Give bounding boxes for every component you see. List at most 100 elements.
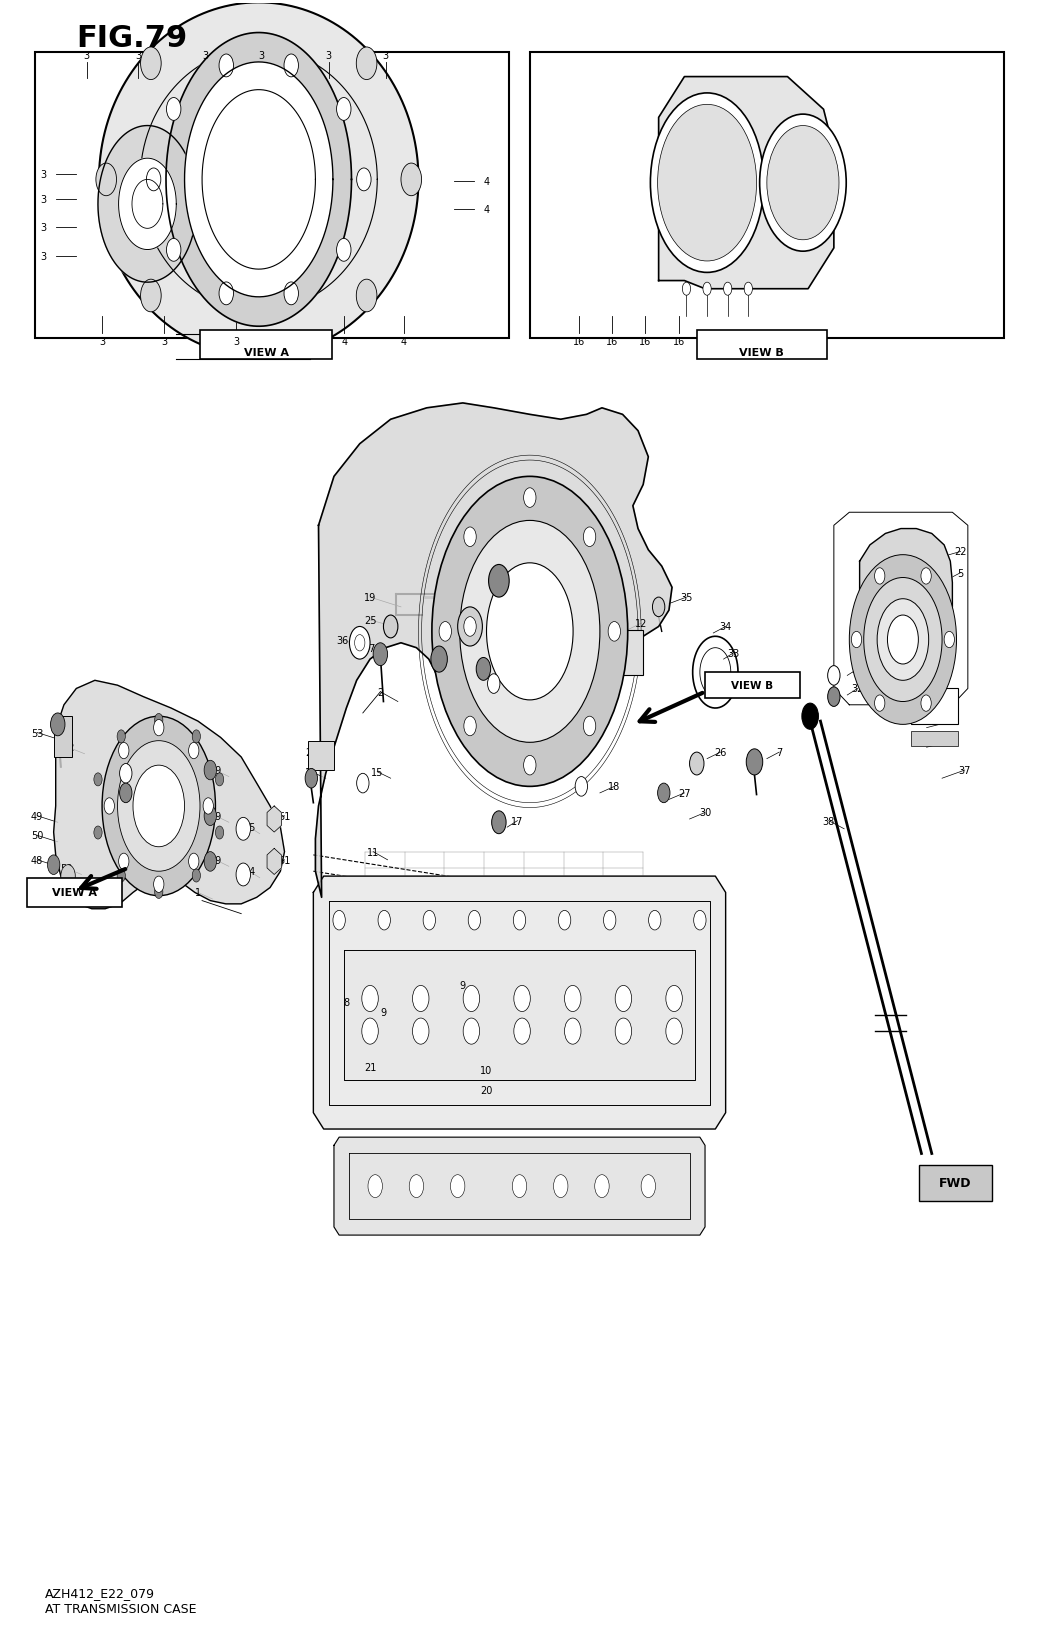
Circle shape: [463, 528, 476, 547]
Text: 55: 55: [518, 661, 531, 672]
Polygon shape: [166, 33, 351, 328]
Text: 50: 50: [60, 864, 72, 874]
Circle shape: [921, 569, 931, 585]
Circle shape: [354, 636, 365, 652]
Text: 12: 12: [635, 620, 647, 629]
Circle shape: [463, 618, 476, 638]
Circle shape: [362, 1018, 378, 1044]
Circle shape: [513, 911, 526, 931]
Circle shape: [744, 284, 752, 297]
Bar: [309, 741, 334, 770]
Circle shape: [576, 777, 587, 797]
Circle shape: [514, 985, 530, 1011]
Bar: [54, 716, 72, 757]
Circle shape: [166, 239, 181, 262]
Circle shape: [658, 783, 670, 803]
Circle shape: [356, 774, 369, 793]
Circle shape: [488, 565, 509, 598]
Text: 54: 54: [439, 651, 452, 662]
Circle shape: [373, 644, 388, 665]
Text: 7: 7: [776, 747, 782, 757]
Circle shape: [332, 911, 345, 931]
Polygon shape: [334, 1137, 705, 1236]
Text: 28: 28: [127, 785, 139, 795]
Text: 46: 46: [947, 736, 959, 746]
Circle shape: [558, 911, 570, 931]
Text: 33: 33: [727, 647, 740, 659]
Circle shape: [476, 659, 490, 680]
Text: 24: 24: [305, 747, 318, 757]
Circle shape: [118, 742, 129, 759]
Circle shape: [457, 608, 482, 647]
Circle shape: [767, 126, 840, 241]
Circle shape: [487, 674, 500, 693]
Text: 3: 3: [99, 336, 105, 347]
Text: VIEW A: VIEW A: [52, 888, 97, 898]
Circle shape: [349, 628, 370, 659]
Circle shape: [117, 741, 199, 872]
Circle shape: [204, 760, 216, 780]
Text: 9: 9: [459, 980, 465, 992]
Polygon shape: [54, 680, 285, 910]
Circle shape: [594, 1175, 609, 1198]
Bar: [911, 731, 958, 746]
Text: 48: 48: [31, 856, 44, 865]
Circle shape: [451, 1175, 464, 1198]
Circle shape: [236, 864, 250, 887]
Bar: [27, 879, 122, 908]
Text: 45: 45: [243, 823, 256, 833]
Text: 3: 3: [233, 336, 239, 347]
Circle shape: [409, 1175, 424, 1198]
Text: 3: 3: [161, 336, 167, 347]
Circle shape: [459, 521, 600, 742]
Circle shape: [356, 48, 377, 80]
Polygon shape: [99, 3, 419, 357]
Circle shape: [94, 774, 102, 787]
Text: 42: 42: [532, 579, 544, 588]
Text: 51: 51: [278, 811, 291, 821]
Bar: [697, 331, 827, 359]
Text: 30: 30: [699, 808, 711, 818]
Circle shape: [51, 713, 65, 736]
Text: 43: 43: [518, 611, 531, 621]
Text: 6: 6: [885, 639, 891, 649]
Text: 3: 3: [382, 51, 389, 61]
Text: VIEW B: VIEW B: [740, 347, 784, 359]
Circle shape: [875, 569, 885, 585]
Text: 3: 3: [326, 51, 331, 61]
Circle shape: [491, 811, 506, 834]
Circle shape: [337, 239, 351, 262]
Circle shape: [61, 865, 75, 888]
Circle shape: [431, 647, 448, 672]
Text: 34: 34: [720, 623, 731, 633]
Bar: [530, 52, 1004, 338]
Polygon shape: [132, 180, 163, 229]
Text: 4: 4: [341, 336, 347, 347]
Circle shape: [690, 752, 704, 775]
Polygon shape: [202, 90, 316, 270]
Text: FIG.79: FIG.79: [76, 25, 188, 52]
Polygon shape: [185, 62, 332, 298]
Text: 14: 14: [305, 767, 318, 777]
Text: 18: 18: [608, 782, 620, 792]
Circle shape: [463, 985, 480, 1011]
Circle shape: [641, 1175, 656, 1198]
Text: 15: 15: [371, 767, 383, 777]
Circle shape: [215, 826, 223, 839]
Circle shape: [583, 528, 595, 547]
Bar: [35, 52, 509, 338]
Circle shape: [514, 1018, 530, 1044]
Text: 3: 3: [41, 170, 47, 180]
Circle shape: [119, 783, 132, 803]
Bar: [596, 631, 643, 675]
Circle shape: [666, 985, 683, 1011]
Text: 51: 51: [278, 856, 291, 865]
Circle shape: [678, 138, 736, 229]
Circle shape: [423, 911, 435, 931]
Circle shape: [787, 157, 820, 210]
Circle shape: [378, 911, 391, 931]
Circle shape: [192, 731, 201, 744]
Bar: [199, 331, 331, 359]
Circle shape: [802, 703, 819, 729]
Polygon shape: [659, 77, 834, 290]
